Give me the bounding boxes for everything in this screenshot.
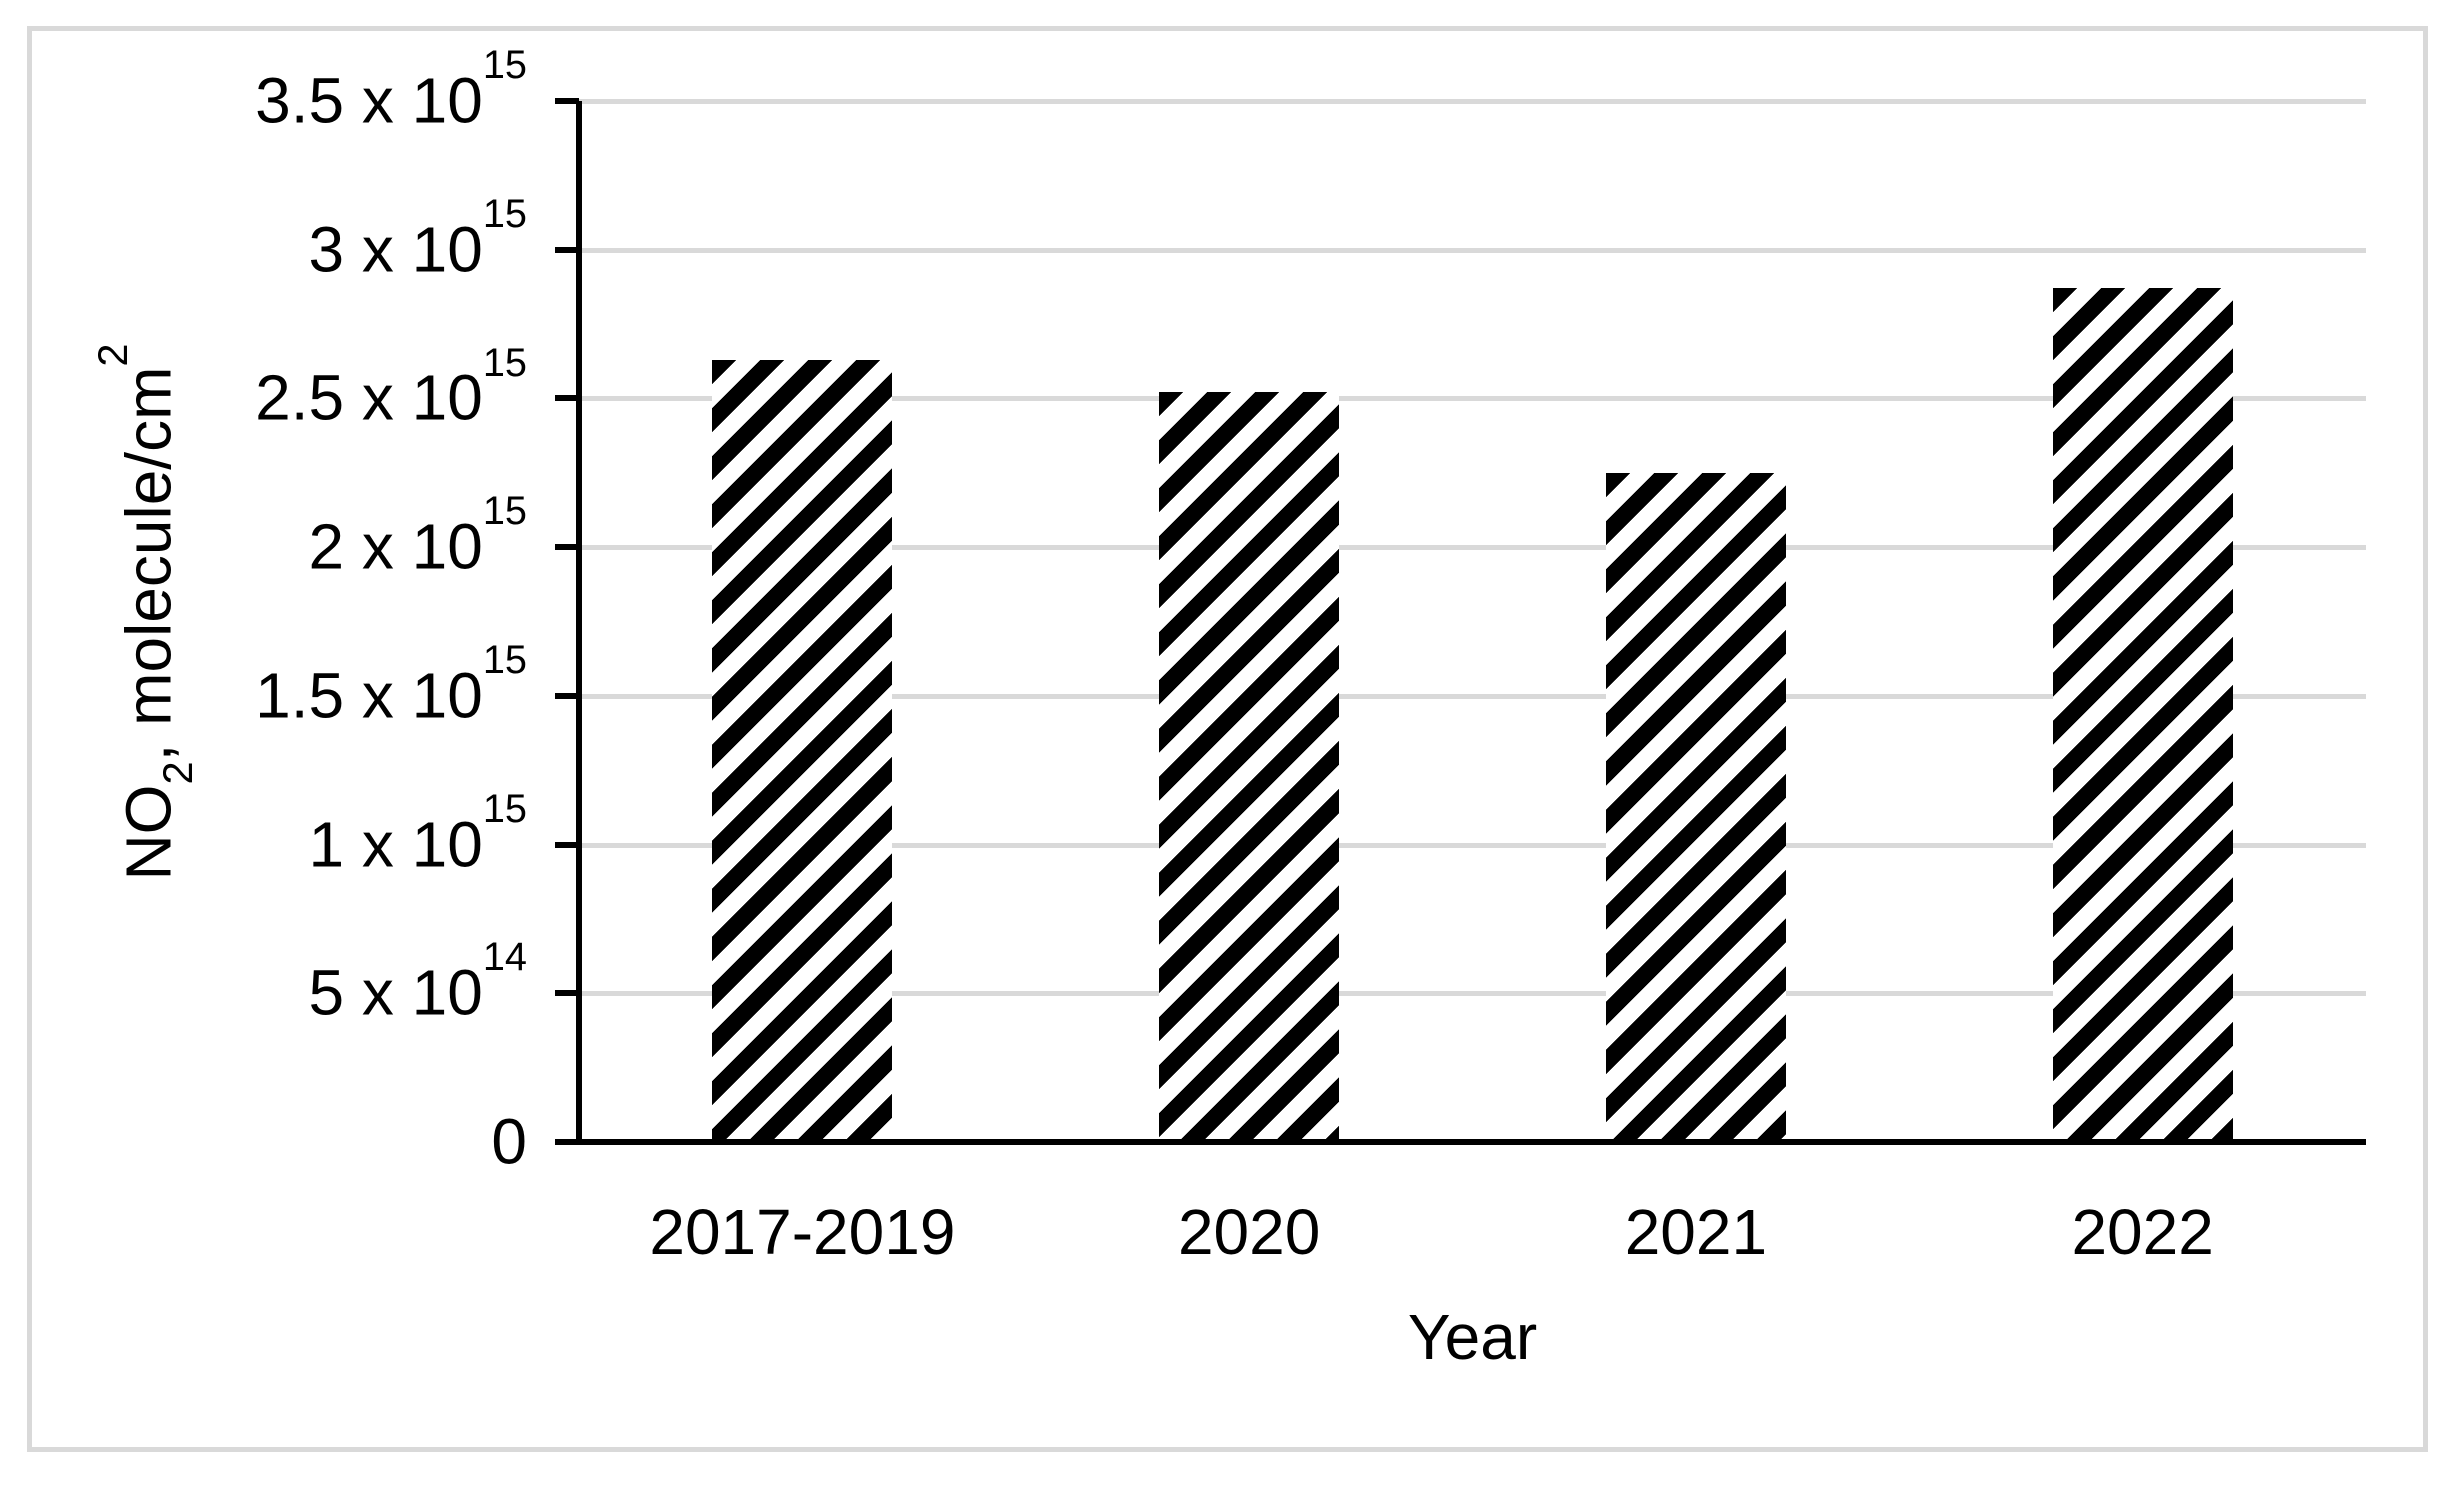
x-category-label: 2022 (2071, 1196, 2214, 1268)
y-tick-label: 1 x 1015 (308, 786, 527, 881)
y-tick-exponent: 15 (482, 192, 527, 237)
x-axis-line (576, 1139, 2366, 1145)
y-tick-mark (555, 692, 579, 699)
x-category-label: 2021 (1624, 1196, 1768, 1268)
y-tick-exponent: 15 (482, 43, 527, 88)
y-gridline (579, 693, 2366, 699)
y-title-supscript: 2 (89, 343, 137, 367)
y-gridline (579, 545, 2366, 551)
y-tick-mark (555, 841, 579, 848)
y-tick-exponent: 15 (482, 638, 527, 683)
bar-2020 (1159, 392, 1340, 1142)
x-category-label: 2017-2019 (649, 1196, 956, 1268)
bar-2022 (2052, 288, 2233, 1142)
y-axis-line (576, 101, 582, 1145)
y-tick-exponent: 15 (482, 340, 527, 385)
y-tick-label: 2 x 1015 (308, 489, 527, 583)
y-tick-mark (555, 395, 579, 402)
y-tick-mark (555, 990, 579, 997)
y-gridline (579, 99, 2366, 104)
y-tick-label: 3 x 1015 (308, 192, 527, 286)
bar-2017-2019 (712, 359, 893, 1142)
y-tick-mark (555, 544, 579, 551)
x-axis-title: Year (1407, 1301, 1538, 1373)
y-tick-mark (555, 1139, 579, 1145)
y-title-subscript: 2 (153, 761, 201, 785)
y-gridline (579, 991, 2366, 997)
y-gridline (579, 396, 2366, 402)
bar-2021 (1605, 472, 1786, 1142)
y-tick-exponent: 15 (482, 786, 527, 831)
y-tick-exponent: 14 (482, 935, 527, 980)
y-tick-label: 0 (491, 1105, 527, 1178)
y-tick-mark (555, 98, 579, 104)
y-tick-label: 3.5 x 1015 (255, 43, 527, 137)
y-axis-title: NO2, molecule/cm2 (89, 343, 201, 881)
y-tick-label: 5 x 1014 (308, 935, 527, 1029)
y-gridline (579, 842, 2366, 848)
y-tick-mark (555, 246, 579, 253)
y-gridline (579, 247, 2366, 253)
x-category-label: 2020 (1177, 1196, 1321, 1268)
y-tick-label: 1.5 x 1015 (255, 638, 527, 732)
y-tick-label: 2.5 x 1015 (255, 340, 527, 434)
y-tick-exponent: 15 (482, 489, 527, 534)
